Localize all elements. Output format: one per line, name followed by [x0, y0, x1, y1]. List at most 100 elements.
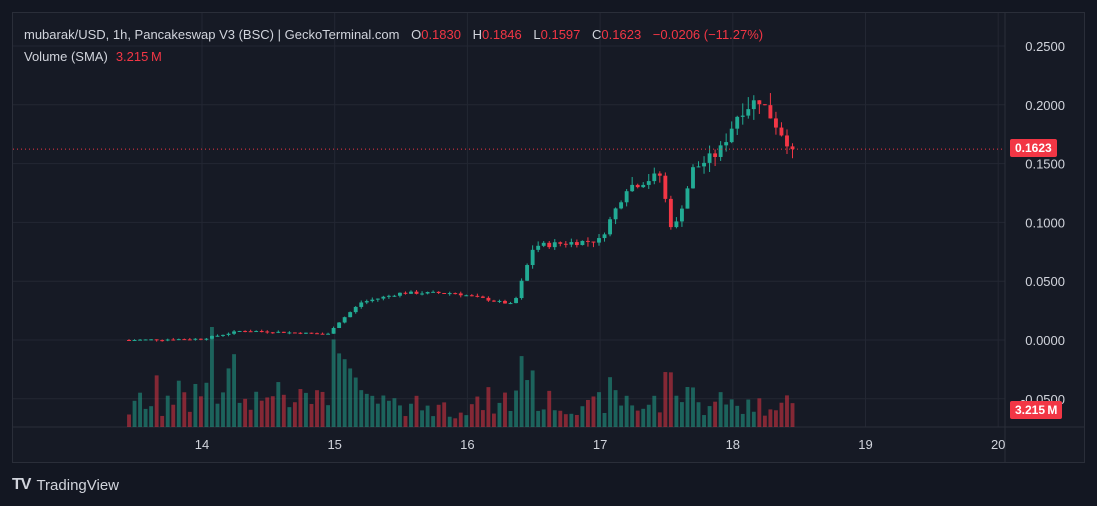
y-tick-label: 0.2500 — [1025, 39, 1065, 54]
candle-body — [165, 339, 170, 341]
volume-bar — [608, 377, 612, 427]
volume-label: Volume (SMA) — [24, 49, 108, 64]
volume-bar — [287, 407, 292, 427]
candle-body — [729, 128, 734, 143]
candle-body — [519, 280, 524, 299]
candle-body — [757, 100, 762, 105]
candle-body — [613, 208, 618, 220]
volume-bar — [480, 410, 485, 427]
candle-body — [580, 240, 585, 246]
volume-bar — [646, 404, 651, 427]
candle-body — [370, 299, 375, 302]
candle-body — [442, 293, 447, 295]
volume-bar — [751, 411, 756, 427]
candle-body — [337, 322, 342, 329]
candle-body — [530, 249, 535, 266]
candle-body — [464, 295, 469, 297]
candle-body — [696, 166, 701, 168]
candle-body — [475, 295, 480, 297]
candle-body — [790, 146, 795, 150]
volume-bar — [436, 404, 441, 427]
candle-body — [386, 295, 391, 297]
candle-body — [773, 118, 778, 128]
volume-bar — [243, 398, 248, 427]
chart-legend: mubarak/USD, 1h, Pancakeswap V3 (BSC) | … — [24, 24, 763, 68]
y-tick-label: 0.2000 — [1025, 98, 1065, 113]
candle-body — [469, 295, 474, 297]
candle-body — [597, 238, 601, 243]
close-label: C — [592, 27, 602, 42]
volume-bar — [320, 391, 325, 427]
candle-body — [458, 293, 463, 296]
candle-body — [409, 291, 413, 294]
volume-bar — [657, 412, 662, 427]
volume-bar — [270, 396, 275, 427]
candle-body — [751, 100, 756, 110]
candle-body — [326, 333, 331, 335]
volume-bar — [154, 375, 159, 427]
volume-bar — [475, 396, 480, 427]
open-label: O — [411, 27, 422, 42]
candle-body — [331, 328, 336, 334]
volume-bar — [248, 409, 253, 427]
volume-bar — [558, 410, 563, 427]
chart-frame[interactable] — [12, 12, 1085, 463]
volume-bar — [215, 403, 220, 427]
volume-bar — [569, 413, 574, 427]
volume-bar — [580, 406, 585, 427]
volume-value: 3.215 M — [115, 49, 162, 64]
candle-body — [679, 208, 684, 222]
candle-body — [453, 293, 458, 295]
volume-bar — [370, 395, 375, 427]
candle-body — [287, 332, 292, 334]
candle-body — [646, 181, 651, 185]
candle-body — [608, 219, 612, 235]
volume-bar — [458, 412, 463, 427]
volume-bar — [304, 392, 308, 427]
volume-bar — [674, 395, 679, 427]
volume-bar — [342, 359, 347, 427]
candle-body — [154, 339, 159, 341]
candle-body — [486, 297, 491, 301]
volume-bar — [469, 404, 474, 427]
candle-body — [707, 153, 712, 163]
volume-bar — [536, 410, 541, 427]
candle-body — [171, 339, 176, 341]
y-tick-label: 0.1000 — [1025, 215, 1065, 230]
candle-body — [215, 335, 220, 337]
candle-body — [685, 188, 690, 209]
candle-body — [132, 340, 137, 342]
candle-body — [359, 302, 364, 307]
candle-body — [149, 339, 154, 341]
volume-bar — [779, 402, 784, 427]
volume-bar — [193, 383, 198, 427]
volume-bar — [597, 392, 601, 427]
candle-body — [398, 292, 402, 296]
candle-body — [514, 298, 518, 304]
candle-body — [315, 333, 319, 335]
volume-bar — [624, 395, 629, 427]
x-tick-label: 14 — [195, 437, 209, 452]
candle-body — [740, 115, 745, 117]
volume-bar — [425, 405, 430, 427]
candle-body — [447, 293, 452, 295]
candle-body — [525, 265, 530, 281]
volume-bar — [702, 415, 706, 427]
volume-bar — [259, 400, 264, 427]
low-value: 0.1597 — [540, 27, 581, 42]
volume-bar — [265, 397, 270, 427]
volume-bar — [204, 382, 209, 427]
candle-body — [713, 153, 718, 157]
volume-bar — [768, 409, 773, 427]
volume-bar — [337, 353, 342, 427]
volume-bar — [574, 414, 579, 427]
volume-bar — [641, 408, 646, 427]
volume-bar — [431, 416, 436, 427]
candle-body — [342, 317, 347, 323]
tradingview-brand[interactable]: TV TradingView — [12, 476, 119, 494]
volume-bar — [679, 402, 684, 427]
candle-body — [785, 135, 789, 147]
volume-bar — [182, 392, 187, 427]
candle-body — [276, 331, 281, 333]
